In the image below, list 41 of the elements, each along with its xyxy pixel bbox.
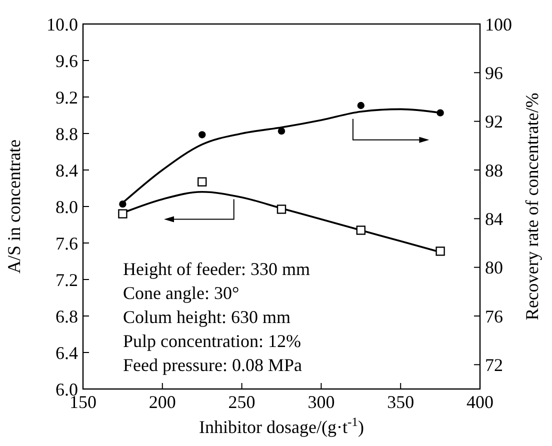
y-tick-label: 8.8 (56, 124, 78, 144)
y-tick-label: 7.2 (56, 270, 78, 290)
y2-tick-label: 72 (485, 354, 503, 375)
point (436, 109, 444, 116)
x-tick-label: 400 (466, 392, 494, 412)
point (276, 204, 286, 214)
annotation: Height of feeder: 330 mm (123, 259, 310, 279)
y-tick-label: 10.0 (46, 14, 78, 34)
y2-tick-label: 80 (485, 258, 503, 278)
annotation: Pulp concentration: 12% (123, 331, 301, 351)
point (119, 200, 126, 208)
x-tick-label: 250 (228, 392, 256, 412)
y2-tick-label: 88 (485, 160, 503, 180)
y2-tick-label: 92 (485, 112, 503, 132)
y2-tick-label: 100 (485, 14, 512, 34)
y2-tick-label: 84 (485, 208, 503, 229)
annotation: Feed pressure: 0.08 MPa (123, 355, 302, 375)
x-axis-title: Inhibitor dosage/(g·t$^{-1}$) (199, 415, 364, 437)
y-tick-label: 6.8 (56, 306, 78, 326)
x-tick-label: 300 (308, 392, 335, 412)
y-axis-title: A/S in concentrate (4, 140, 24, 274)
y2-axis-title: Recovery rate of concentrate/% (522, 92, 542, 320)
y-tick-label: 6.4 (56, 342, 78, 363)
point (198, 131, 206, 138)
annotation: Colum height: 630 mm (123, 307, 291, 327)
point (278, 127, 286, 135)
y-tick-label: 9.2 (56, 87, 78, 108)
y-tick-label: 7.6 (56, 233, 78, 254)
x-tick-label: 200 (148, 392, 176, 412)
y-tick-label: 9.6 (56, 50, 78, 71)
annotation: Cone angle: 30° (123, 283, 240, 303)
point (436, 246, 445, 256)
point (357, 102, 364, 110)
y2-tick-label: 96 (485, 62, 503, 83)
point (356, 226, 366, 235)
point (118, 209, 128, 218)
x-tick-label: 350 (387, 392, 414, 412)
y-tick-label: 8.4 (56, 160, 78, 180)
point (198, 177, 207, 186)
y2-tick-label: 76 (485, 306, 503, 326)
y-tick-label: 8.0 (56, 196, 78, 217)
